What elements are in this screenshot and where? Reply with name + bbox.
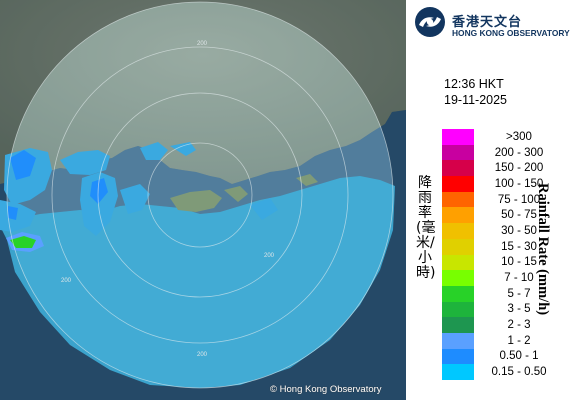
legend-row: 3 - 5 bbox=[442, 301, 572, 318]
legend-color-swatch bbox=[442, 285, 474, 302]
rain-cell bbox=[140, 142, 168, 160]
rain-cell bbox=[90, 178, 108, 204]
legend-range-label: 2 - 3 bbox=[507, 319, 531, 332]
legend-color-swatch bbox=[442, 207, 474, 224]
legend-row: 5 - 7 bbox=[442, 285, 572, 302]
range-ring bbox=[97, 92, 303, 298]
legend-row: 10 - 15 bbox=[442, 254, 572, 271]
legend-row: 0.15 - 0.50 bbox=[442, 364, 572, 380]
radar-map[interactable]: 200 200 200 200 © Hong Kong Observatory bbox=[0, 0, 406, 400]
legend-row: 2 - 3 bbox=[442, 317, 572, 333]
legend-color-swatch bbox=[442, 301, 474, 318]
legend-color-swatch bbox=[442, 317, 474, 333]
legend-range-label: 1 - 2 bbox=[507, 334, 531, 347]
legend-range-label: 200 - 300 bbox=[494, 146, 544, 159]
legend-color-swatch bbox=[442, 348, 474, 365]
range-ring-label: 200 bbox=[197, 41, 208, 47]
observation-time: 12:36 HKT bbox=[444, 77, 504, 91]
legend-range-label: 0.15 - 0.50 bbox=[491, 366, 547, 379]
rain-cell bbox=[8, 206, 18, 220]
legend-row: 15 - 30 bbox=[442, 238, 572, 255]
legend-row: >300 bbox=[442, 129, 572, 145]
legend-range-label: 50 - 75 bbox=[501, 209, 537, 222]
legend-range-label: 75 - 100 bbox=[497, 193, 541, 206]
legend-range-label: 0.50 - 1 bbox=[499, 350, 539, 363]
legend-range-label: 7 - 10 bbox=[504, 272, 534, 285]
legend-range-label: >300 bbox=[506, 130, 532, 143]
land-mainland bbox=[0, 0, 406, 184]
rain-cell bbox=[80, 172, 118, 236]
legend-color-swatch bbox=[442, 270, 474, 286]
islands bbox=[170, 174, 318, 212]
rain-cells-moderate bbox=[8, 150, 108, 220]
range-rings bbox=[6, 1, 394, 389]
legend-row: 0.50 - 1 bbox=[442, 348, 572, 365]
legend-range-label: 30 - 50 bbox=[501, 224, 537, 237]
legend-color-swatch bbox=[442, 160, 474, 177]
legend-color-swatch bbox=[442, 223, 474, 239]
legend-color-swatch bbox=[442, 332, 474, 349]
island bbox=[170, 190, 222, 212]
legend-row: 100 - 150 bbox=[442, 176, 572, 192]
range-ring-label: 200 bbox=[61, 278, 72, 284]
radar-map-graphic bbox=[0, 0, 406, 400]
legend-row: 75 - 100 bbox=[442, 191, 572, 208]
legend-range-label: 15 - 30 bbox=[501, 240, 537, 253]
legend-range-label: 100 - 150 bbox=[494, 177, 544, 190]
range-outside-shade bbox=[0, 0, 406, 400]
hko-emblem-icon bbox=[415, 7, 445, 37]
legend-range-label: 10 - 15 bbox=[501, 256, 537, 269]
rainfall-rate-legend: >300 200 - 300 150 - 200 100 - 150 75 - 100 5… bbox=[442, 129, 572, 380]
observation-date: 19-11-2025 bbox=[444, 93, 508, 107]
legend-color-swatch bbox=[442, 129, 474, 145]
legend-title-chinese: 降雨率(毫米/小時) bbox=[416, 175, 436, 281]
rain-cell bbox=[60, 150, 110, 175]
legend-color-swatch bbox=[442, 176, 474, 192]
legend-range-label: 5 - 7 bbox=[507, 287, 531, 300]
range-ring-label: 200 bbox=[197, 352, 208, 358]
range-ring-label: 200 bbox=[264, 253, 275, 259]
info-panel: 香港天文台 HONG KONG OBSERVATORY 12:36 HKT 19… bbox=[406, 0, 577, 400]
legend-row: 50 - 75 bbox=[442, 207, 572, 224]
legend-range-label: 150 - 200 bbox=[494, 162, 544, 175]
range-ring bbox=[6, 1, 394, 389]
legend-range-label: 3 - 5 bbox=[507, 303, 531, 316]
legend-row: 150 - 200 bbox=[442, 160, 572, 177]
legend-row: 7 - 10 bbox=[442, 270, 572, 286]
rain-cell bbox=[10, 150, 36, 180]
legend-row: 30 - 50 bbox=[442, 223, 572, 239]
island bbox=[296, 174, 318, 186]
legend-color-swatch bbox=[442, 144, 474, 161]
range-ring bbox=[51, 46, 349, 344]
copyright-notice: © Hong Kong Observatory bbox=[270, 384, 382, 395]
hko-logo: 香港天文台 HONG KONG OBSERVATORY bbox=[414, 6, 574, 42]
logo-name-english: HONG KONG OBSERVATORY bbox=[452, 28, 570, 38]
legend-color-swatch bbox=[442, 254, 474, 271]
legend-color-swatch bbox=[442, 364, 474, 380]
logo-name-chinese: 香港天文台 bbox=[452, 15, 523, 30]
rain-cell-heavy bbox=[10, 236, 36, 248]
rain-cell bbox=[170, 142, 196, 156]
legend-row: 1 - 2 bbox=[442, 332, 572, 349]
rain-cell bbox=[250, 198, 278, 220]
legend-color-swatch bbox=[442, 238, 474, 255]
rain-cell bbox=[120, 184, 150, 214]
legend-color-swatch bbox=[442, 191, 474, 208]
range-ring bbox=[147, 142, 253, 248]
island bbox=[224, 186, 248, 202]
legend-row: 200 - 300 bbox=[442, 144, 572, 161]
